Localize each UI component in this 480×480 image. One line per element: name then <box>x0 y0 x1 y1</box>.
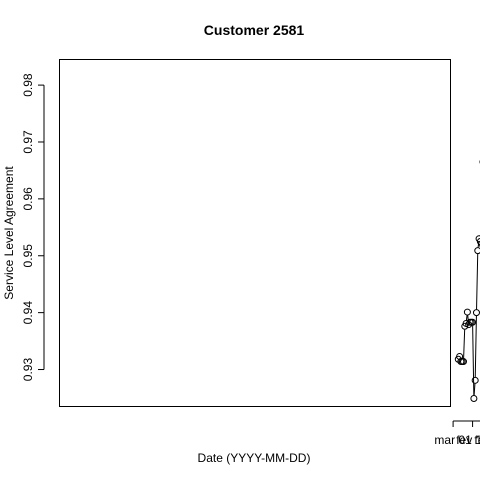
data-point <box>474 247 480 255</box>
data-point <box>454 355 462 363</box>
y-tick-label: 0.93 <box>21 358 35 382</box>
series-line-segment <box>463 329 466 359</box>
series-line-segment <box>465 315 468 321</box>
series-line-segment <box>474 315 477 378</box>
y-tick-label: 0.98 <box>21 73 35 97</box>
data-point <box>471 376 479 384</box>
data-point <box>461 322 469 330</box>
data-point <box>463 308 471 316</box>
y-axis-label: Service Level Agreement <box>2 166 16 300</box>
chart-title: Customer 2581 <box>204 22 305 38</box>
y-tick-label: 0.95 <box>21 244 35 268</box>
series-line-segment <box>476 253 479 310</box>
x-tick-label: fev 15 <box>456 433 480 447</box>
x-tick-label: mar 01 <box>434 433 472 447</box>
x-axis-label: Date (YYYY-MM-DD) <box>198 451 311 465</box>
x-tick-label: fev 01 <box>474 433 480 447</box>
data-point <box>470 395 478 403</box>
data-point <box>475 235 480 243</box>
x-axis: jan 01jan 15fev 01fev 15mar 01 <box>434 420 480 447</box>
y-axis: 0.93 0.94 0.95 0.96 0.97 0.98 <box>21 73 45 382</box>
y-tick-label: 0.96 <box>21 187 35 211</box>
series-group <box>454 160 480 403</box>
series-line-segment <box>472 325 475 396</box>
y-tick-label: 0.97 <box>21 130 35 154</box>
plot-frame <box>59 59 451 407</box>
y-tick-label: 0.94 <box>21 301 35 325</box>
data-point <box>472 309 480 317</box>
